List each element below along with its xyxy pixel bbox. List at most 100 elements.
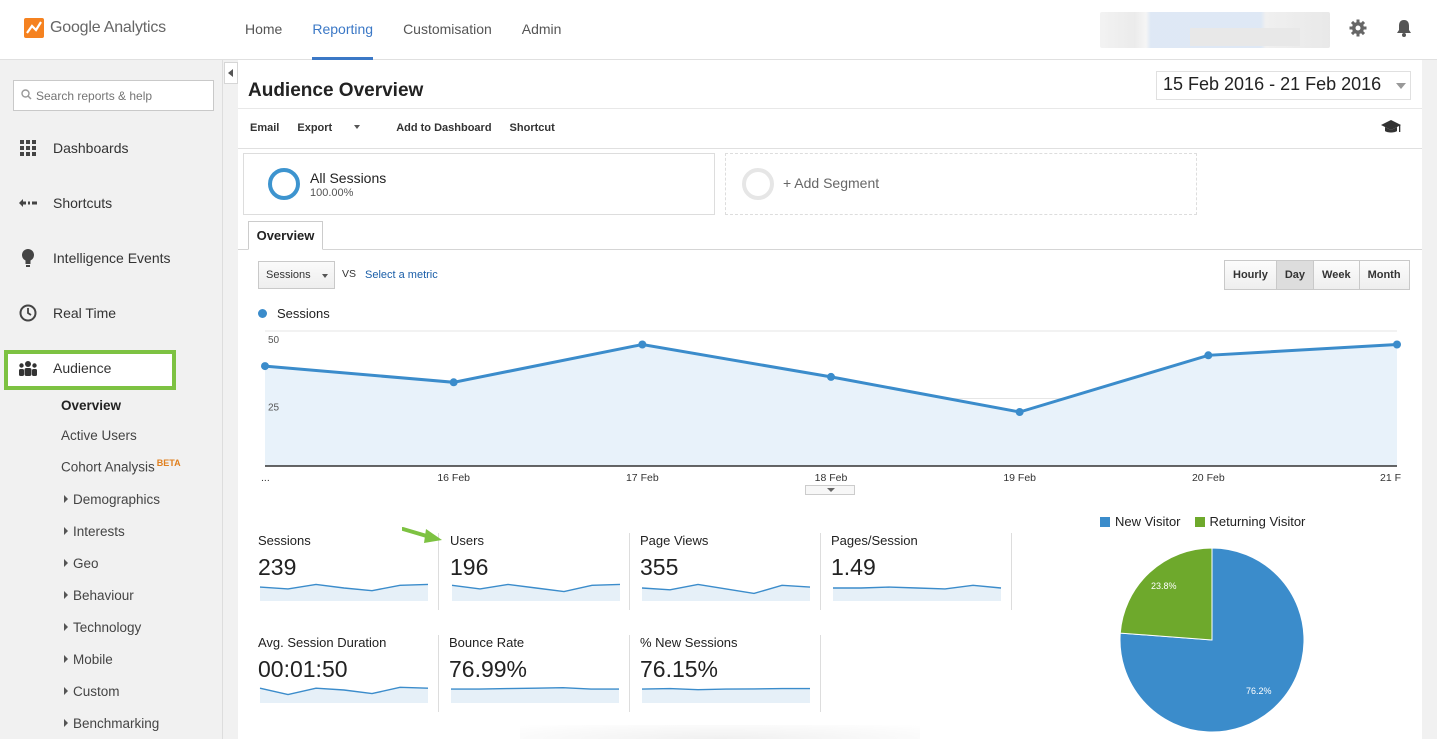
- data-point: [1204, 351, 1213, 360]
- sidebar-item-real-time[interactable]: Real Time: [0, 291, 222, 335]
- divider: [238, 148, 1422, 149]
- gear-icon[interactable]: [1348, 18, 1368, 38]
- legend-label-returning-visitor[interactable]: Returning Visitor: [1209, 514, 1306, 529]
- sparkline: [641, 583, 811, 601]
- sidebar-item-dashboards[interactable]: Dashboards: [0, 126, 222, 170]
- data-point: [638, 340, 647, 349]
- period-month-button[interactable]: Month: [1359, 261, 1409, 289]
- nav-geo[interactable]: Geo: [64, 556, 99, 571]
- nav-custom[interactable]: Custom: [64, 684, 120, 699]
- report-toolbar: Email Export Add to Dashboard Shortcut: [250, 122, 573, 134]
- search-icon: [21, 87, 32, 105]
- tab-divider: [238, 249, 1422, 250]
- sidebar-item-label: Dashboards: [53, 140, 129, 156]
- nav-home[interactable]: Home: [245, 21, 283, 37]
- data-point: [1015, 408, 1024, 416]
- sparkline: [451, 583, 621, 601]
- select-metric-link[interactable]: Select a metric: [365, 269, 438, 281]
- stat-tile[interactable]: Sessions 239: [258, 533, 438, 613]
- add-segment-button[interactable]: + Add Segment: [725, 153, 1197, 215]
- sparkline-area: [451, 687, 619, 703]
- cohort-label: Cohort Analysis: [61, 459, 155, 475]
- x-tick-label: 20 Feb: [1192, 472, 1225, 484]
- stat-tile[interactable]: Page Views 355: [640, 533, 820, 613]
- empty-segment-ring-icon: [742, 168, 774, 200]
- shortcut-arrow-icon: [17, 192, 39, 214]
- expand-triangle-icon: [64, 623, 68, 631]
- stat-label: Users: [450, 533, 484, 548]
- nav-behaviour[interactable]: Behaviour: [64, 588, 134, 603]
- stat-divider: [820, 635, 821, 712]
- period-day-button[interactable]: Day: [1276, 261, 1315, 289]
- nav-demographics[interactable]: Demographics: [64, 492, 160, 507]
- stat-value: 00:01:50: [258, 656, 348, 682]
- nav-reporting[interactable]: Reporting: [297, 0, 388, 60]
- collapse-sidebar-button[interactable]: [224, 62, 238, 84]
- stat-tile[interactable]: Bounce Rate 76.99%: [449, 635, 629, 715]
- nav-mobile[interactable]: Mobile: [64, 652, 113, 667]
- nav-interests[interactable]: Interests: [64, 524, 125, 539]
- stat-tile[interactable]: Avg. Session Duration 00:01:50: [258, 635, 438, 715]
- sidebar-item-label: Intelligence Events: [53, 250, 171, 266]
- metric-select[interactable]: Sessions: [258, 261, 335, 289]
- sidebar-item-audience[interactable]: Audience: [0, 346, 222, 390]
- stat-divider: [438, 635, 439, 712]
- page-title: Audience Overview: [248, 80, 424, 101]
- export-button[interactable]: Export: [297, 122, 378, 134]
- sparkline: [833, 584, 1002, 601]
- period-hourly-button[interactable]: Hourly: [1225, 261, 1277, 289]
- shortcut-button[interactable]: Shortcut: [509, 122, 555, 134]
- bell-icon[interactable]: [1394, 18, 1414, 38]
- sparkline-line: [641, 687, 810, 691]
- nav-admin[interactable]: Admin: [521, 21, 562, 37]
- tab-overview[interactable]: Overview: [248, 221, 323, 250]
- nav-active-users[interactable]: Active Users: [61, 428, 137, 443]
- stat-tile[interactable]: Pages/Session 1.49: [831, 533, 1011, 613]
- date-range-picker[interactable]: 15 Feb 2016 - 21 Feb 2016: [1156, 71, 1411, 100]
- analytics-logo-icon: [24, 18, 44, 38]
- nav-cohort-analysis[interactable]: Cohort Analysis BETA: [61, 458, 181, 475]
- segment-all-sessions[interactable]: All Sessions 100.00%: [243, 153, 715, 215]
- sparkline-line: [259, 583, 429, 592]
- caret-down-icon: [322, 274, 328, 278]
- expand-triangle-icon: [64, 591, 68, 599]
- stat-divider: [438, 533, 439, 610]
- nav-benchmarking[interactable]: Benchmarking: [64, 716, 159, 731]
- data-point: [449, 378, 458, 387]
- sparkline: [259, 686, 429, 703]
- google-analytics-logo[interactable]: Google Analytics: [24, 18, 166, 38]
- data-point: [1393, 340, 1401, 349]
- sidebar-item-intelligence-events[interactable]: Intelligence Events: [0, 236, 222, 280]
- stat-tile[interactable]: % New Sessions 76.15%: [640, 635, 820, 715]
- stat-value: 76.99%: [449, 656, 528, 682]
- search-box[interactable]: [13, 80, 214, 111]
- segment-name: All Sessions: [310, 170, 387, 186]
- sidebar-item-shortcuts[interactable]: Shortcuts: [0, 181, 222, 225]
- search-input[interactable]: [36, 88, 206, 103]
- sparkline: [259, 583, 429, 601]
- nav-label: Benchmarking: [73, 716, 160, 731]
- chart-legend[interactable]: Sessions: [258, 306, 330, 321]
- nav-audience-overview[interactable]: Overview: [61, 398, 122, 413]
- visitor-pie-chart[interactable]: [1115, 543, 1309, 737]
- sessions-chart[interactable]: 50 25... 16 Feb 17 Feb 18 Feb 19 Feb 20 Feb 21 …: [255, 325, 1405, 485]
- nav-label: Interests: [73, 524, 125, 539]
- data-point: [261, 362, 269, 371]
- period-toggle: Hourly Day Week Month: [1224, 260, 1410, 290]
- add-to-dashboard-button[interactable]: Add to Dashboard: [396, 122, 492, 134]
- stat-label: % New Sessions: [640, 635, 738, 650]
- nav-technology[interactable]: Technology: [64, 620, 141, 635]
- graduation-cap-icon[interactable]: [1380, 119, 1402, 140]
- nav-customisation[interactable]: Customisation: [403, 21, 492, 37]
- stat-tile[interactable]: Users 196: [450, 533, 630, 613]
- chart-resize-handle[interactable]: [805, 485, 855, 495]
- email-button[interactable]: Email: [250, 122, 280, 134]
- sparkline-area: [642, 688, 810, 703]
- sidebar-item-label: Real Time: [53, 305, 117, 321]
- period-week-button[interactable]: Week: [1314, 261, 1360, 289]
- green-arrow-icon: [401, 524, 444, 549]
- legend-label-new-visitor[interactable]: New Visitor: [1115, 514, 1181, 529]
- vs-label: VS: [342, 268, 357, 280]
- nav-label: Geo: [73, 556, 99, 571]
- stat-divider: [820, 533, 821, 610]
